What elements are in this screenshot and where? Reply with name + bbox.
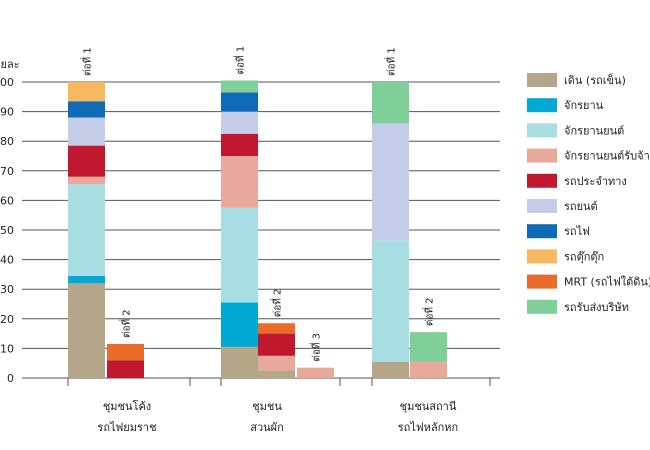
legend-swatch (527, 224, 557, 239)
bar-stack: ต่อที่ 3 (297, 333, 334, 378)
bar-segment (68, 283, 105, 378)
bar-segment (68, 176, 105, 185)
bar-segment (68, 101, 105, 118)
y-tick-label: 0 (7, 372, 14, 385)
legend-item: จักรยานยนต์รับจ้าง (527, 148, 650, 163)
legend-swatch (527, 173, 557, 188)
legend-item: รถประจำทาง (527, 173, 627, 188)
y-tick-label: 90 (0, 106, 14, 119)
legend-label: รถรับส่งบริษัท (564, 301, 629, 314)
y-tick-label: 70 (0, 165, 14, 178)
bar-segment (258, 323, 295, 334)
bar-segment (221, 346, 258, 378)
bar-segment (221, 156, 258, 208)
legend-swatch (527, 148, 557, 163)
legend-item: จักรยาน (527, 98, 604, 113)
legend-item: รถยนต์ (527, 199, 598, 213)
bar-stack: ต่อที่ 2 (410, 297, 447, 378)
bar-segment (410, 361, 447, 378)
bar-label: ต่อที่ 1 (233, 46, 247, 75)
legend-swatch (527, 73, 557, 87)
legend-item: รถไฟ (527, 224, 590, 239)
y-tick-label: 40 (0, 254, 14, 267)
bar-segment (107, 343, 144, 361)
y-tick-label: 10 (0, 342, 14, 355)
bar-segment (372, 361, 409, 378)
bar-label: ต่อที่ 1 (80, 47, 94, 76)
group-label: ชุมชนสถานี (400, 400, 457, 413)
group-label: รถไฟยมราช (97, 421, 156, 434)
y-tick-label: 100 (0, 76, 14, 89)
bar-label: ต่อที่ 1 (384, 47, 398, 76)
legend-label: เดิน (รถเข็น) (564, 73, 626, 87)
group-label: ชุมชนโค้ง (103, 399, 151, 413)
legend-label: รถยนต์ (564, 200, 598, 213)
legend-label: รถประจำทาง (564, 175, 627, 188)
legend-item: รถตุ๊กตุ๊ก (527, 249, 604, 264)
legend-swatch (527, 199, 557, 213)
bar-segment (372, 123, 409, 241)
bar-segment (68, 275, 105, 284)
bar-segment (372, 240, 409, 362)
bar-segment (221, 111, 258, 134)
bar-stack: ต่อที่ 2 (258, 289, 295, 378)
bar-segment (107, 360, 144, 378)
group-label: สวนผัก (250, 421, 284, 434)
legend-label: จักรยาน (564, 99, 604, 112)
bar-stack: ต่อที่ 1 (372, 47, 409, 378)
y-axis-label: ร้อยละ (0, 58, 20, 71)
bar-segment (297, 367, 334, 378)
y-tick-label: 20 (0, 313, 14, 326)
legend-label: รถตุ๊กตุ๊ก (564, 250, 604, 263)
legend-label: รถไฟ (564, 225, 590, 238)
bar-stack: ต่อที่ 1 (221, 46, 258, 378)
bar-segment (258, 355, 295, 371)
bar-segment (221, 80, 258, 93)
bar-segment (221, 302, 258, 347)
legend-swatch (527, 299, 557, 314)
bar-segment (410, 332, 447, 362)
bar-segment (221, 133, 258, 156)
bar-segment (221, 92, 258, 112)
legend-item: รถรับส่งบริษัท (527, 299, 629, 314)
legend-item: จักรยานยนต์ (527, 123, 624, 138)
legend-label: MRT (รถไฟใต้ดิน) (564, 276, 650, 289)
legend-label: จักรยานยนต์รับจ้าง (564, 150, 650, 163)
legend-swatch (527, 98, 557, 113)
legend-item: MRT (รถไฟใต้ดิน) (527, 274, 650, 289)
bar-label: ต่อที่ 3 (309, 333, 323, 362)
group-label: รถไฟหลักหก (398, 421, 458, 434)
bar-segment (68, 117, 105, 146)
bars: ต่อที่ 1 ต่อที่ 2 ต่อที่ 1 ต่อที่ 2 ต่อที่ 3… (68, 46, 447, 378)
legend: เดิน (รถเข็น) จักรยานจักรยานยนต์จักรยานยน… (527, 73, 650, 314)
legend-item: เดิน (รถเข็น) (527, 73, 626, 87)
bar-stack: ต่อที่ 2 (107, 309, 144, 378)
bar-stack: ต่อที่ 1 (68, 47, 105, 378)
y-tick-label: 60 (0, 194, 14, 207)
bar-segment (258, 333, 295, 356)
legend-swatch (527, 249, 557, 264)
bar-segment (372, 82, 409, 124)
bar-segment (68, 82, 105, 102)
legend-swatch (527, 274, 557, 289)
bar-label: ต่อที่ 2 (119, 309, 133, 338)
bar-segment (68, 145, 105, 177)
y-tick-label: 30 (0, 283, 14, 296)
bar-label: ต่อที่ 2 (270, 289, 284, 318)
bar-label: ต่อที่ 2 (422, 297, 436, 326)
y-tick-label: 50 (0, 224, 14, 237)
bar-segment (68, 184, 105, 276)
y-axis: 0 10 20 30 40 50 60 70 80 90 100 (0, 76, 14, 385)
y-tick-label: 80 (0, 135, 14, 148)
bar-segment (221, 207, 258, 303)
legend-swatch (527, 123, 557, 138)
legend-label: จักรยานยนต์ (564, 124, 624, 137)
group-label: ชุมชน (252, 400, 282, 413)
bar-segment (258, 370, 295, 378)
